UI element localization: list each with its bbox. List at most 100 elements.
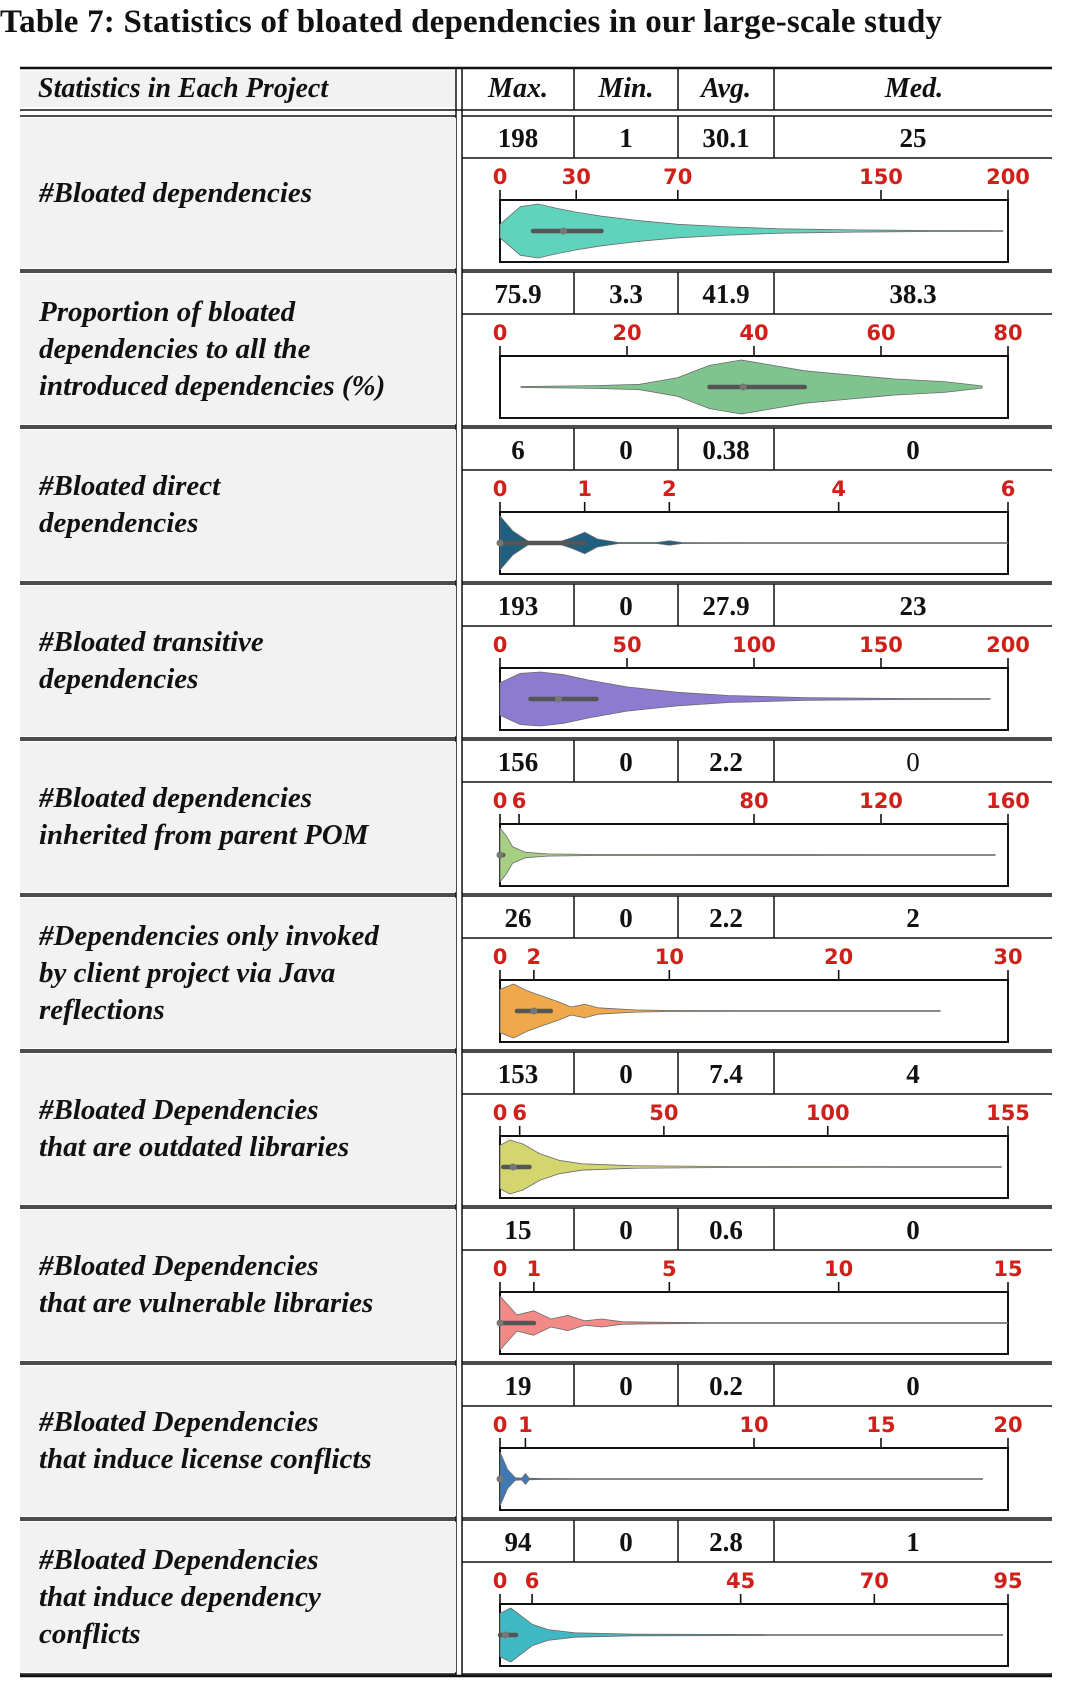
violin-body bbox=[499, 203, 1004, 259]
violin-tick-label: 0 bbox=[493, 789, 508, 813]
violin-tick-label: 150 bbox=[859, 165, 903, 189]
violin-plot: 0 30 70 150 200 bbox=[493, 165, 1030, 263]
violin-median bbox=[554, 695, 562, 703]
violin-body bbox=[499, 1139, 1002, 1195]
stat-med: 25 bbox=[899, 122, 927, 153]
violin-tick-label: 120 bbox=[859, 789, 903, 813]
violin-median bbox=[739, 383, 747, 391]
header-label-bg bbox=[20, 71, 456, 107]
violin-tick-label: 0 bbox=[493, 1413, 508, 1437]
violin-tick-label: 4 bbox=[831, 477, 846, 501]
violin-tick-label: 45 bbox=[726, 1569, 755, 1593]
row-label: #Bloated Dependencies that induce depend… bbox=[39, 1543, 321, 1650]
violin-body bbox=[499, 1607, 1004, 1663]
stat-med: 4 bbox=[906, 1058, 920, 1089]
violin-tick-label: 150 bbox=[859, 633, 903, 657]
stat-min: 0 bbox=[619, 902, 633, 933]
violin-plot: 0 20 40 60 80 bbox=[493, 321, 1023, 419]
violin-body bbox=[499, 671, 991, 727]
violin-tick-label: 20 bbox=[824, 945, 853, 969]
violin-tick-label: 0 bbox=[493, 477, 508, 501]
violin-tick-label: 6 bbox=[512, 789, 527, 813]
row-label: #Bloated Dependencies that induce licens… bbox=[39, 1406, 372, 1475]
violin-tick-label: 1 bbox=[527, 1257, 542, 1281]
header-max: Max. bbox=[488, 73, 548, 104]
violin-tick-label: 30 bbox=[562, 165, 591, 189]
violin-tick-label: 2 bbox=[527, 945, 542, 969]
stat-med: 0 bbox=[906, 434, 920, 465]
stat-min: 0 bbox=[619, 434, 633, 465]
row-label-cell: #Bloated Dependencies that are vulnerabl… bbox=[20, 1210, 456, 1360]
stat-max: 19 bbox=[504, 1370, 532, 1401]
row-label-cell: #Bloated Dependencies that are outdated … bbox=[20, 1054, 456, 1204]
violin-plot: 0 6 45 70 95 bbox=[493, 1569, 1023, 1667]
violin-tick-label: 200 bbox=[986, 165, 1030, 189]
violin-tick-label: 50 bbox=[612, 633, 641, 657]
violin-tick-label: 10 bbox=[739, 1413, 768, 1437]
violin-median bbox=[560, 227, 567, 235]
stat-min: 0 bbox=[619, 1526, 633, 1557]
row-label: Proportion of bloated dependencies to al… bbox=[39, 295, 386, 402]
violin-tick-label: 15 bbox=[993, 1257, 1022, 1281]
violin-tick-label: 5 bbox=[662, 1257, 677, 1281]
violin-tick-label: 0 bbox=[493, 165, 508, 189]
violin-plot: 0 6 80 120 160 bbox=[493, 789, 1030, 887]
violin-plot: 0 1 2 4 6 bbox=[493, 477, 1016, 575]
violin-tick-label: 0 bbox=[493, 633, 508, 657]
row-label: #Dependencies only invoked by client pro… bbox=[39, 919, 379, 1026]
violin-tick-label: 60 bbox=[866, 321, 895, 345]
violin-tick-label: 6 bbox=[512, 1101, 527, 1125]
row-label: #Bloated Dependencies that are vulnerabl… bbox=[39, 1250, 374, 1319]
row-label: #Bloated Dependencies that are outdated … bbox=[39, 1094, 350, 1163]
stat-max: 193 bbox=[497, 590, 539, 621]
stat-avg: 0.6 bbox=[709, 1214, 743, 1245]
row-label-cell: #Bloated direct dependencies bbox=[20, 430, 456, 580]
stat-avg: 27.9 bbox=[702, 590, 750, 621]
violin-tick-label: 30 bbox=[993, 945, 1022, 969]
violin-tick-label: 6 bbox=[525, 1569, 540, 1593]
row-label-cell: #Bloated transitive dependencies bbox=[20, 586, 456, 736]
violin-tick-label: 15 bbox=[866, 1413, 895, 1437]
stat-max: 94 bbox=[504, 1526, 532, 1557]
violin-tick-label: 100 bbox=[806, 1101, 850, 1125]
table-caption: Table 7: Statistics of bloated dependenc… bbox=[0, 4, 943, 40]
header-label: Statistics in Each Project bbox=[38, 73, 329, 104]
stat-min: 0 bbox=[619, 590, 633, 621]
row-label: #Bloated dependencies bbox=[39, 176, 313, 209]
violin-tick-label: 0 bbox=[493, 321, 508, 345]
row-label-cell: Proportion of bloated dependencies to al… bbox=[20, 274, 456, 424]
row-label-cell: #Dependencies only invoked by client pro… bbox=[20, 898, 456, 1048]
stat-min: 0 bbox=[619, 1058, 633, 1089]
stat-avg: 0.38 bbox=[702, 434, 750, 465]
stat-med: 1 bbox=[906, 1526, 920, 1557]
row-label: #Bloated transitive dependencies bbox=[39, 626, 264, 695]
violin-body bbox=[499, 983, 941, 1039]
violin-tick-label: 160 bbox=[986, 789, 1030, 813]
stat-min: 3.3 bbox=[609, 278, 643, 309]
stat-avg: 2.2 bbox=[709, 746, 743, 777]
row-label: #Bloated dependencies inherited from par… bbox=[39, 782, 369, 851]
stat-max: 26 bbox=[504, 902, 532, 933]
stat-med: 38.3 bbox=[889, 278, 937, 309]
violin-tick-label: 200 bbox=[986, 633, 1030, 657]
violin-tick-label: 20 bbox=[612, 321, 641, 345]
violin-median bbox=[530, 1007, 538, 1015]
violin-tick-label: 95 bbox=[993, 1569, 1022, 1593]
stat-avg: 0.2 bbox=[709, 1370, 743, 1401]
violin-tick-label: 100 bbox=[732, 633, 776, 657]
header-min: Min. bbox=[598, 73, 654, 104]
violin-tick-label: 20 bbox=[993, 1413, 1022, 1437]
violin-tick-label: 80 bbox=[739, 789, 768, 813]
violin-tick-label: 6 bbox=[1001, 477, 1016, 501]
stat-max: 75.9 bbox=[494, 278, 542, 309]
stat-max: 15 bbox=[504, 1214, 532, 1245]
violin-plot: 0 2 10 20 30 bbox=[493, 945, 1023, 1043]
stat-avg: 2.2 bbox=[709, 902, 743, 933]
violin-tick-label: 0 bbox=[493, 1101, 508, 1125]
violin-tick-label: 80 bbox=[993, 321, 1022, 345]
stat-med: 23 bbox=[899, 590, 927, 621]
row-label: #Bloated direct dependencies bbox=[39, 470, 221, 539]
violin-body bbox=[499, 1451, 983, 1507]
violin-median bbox=[496, 1475, 504, 1483]
